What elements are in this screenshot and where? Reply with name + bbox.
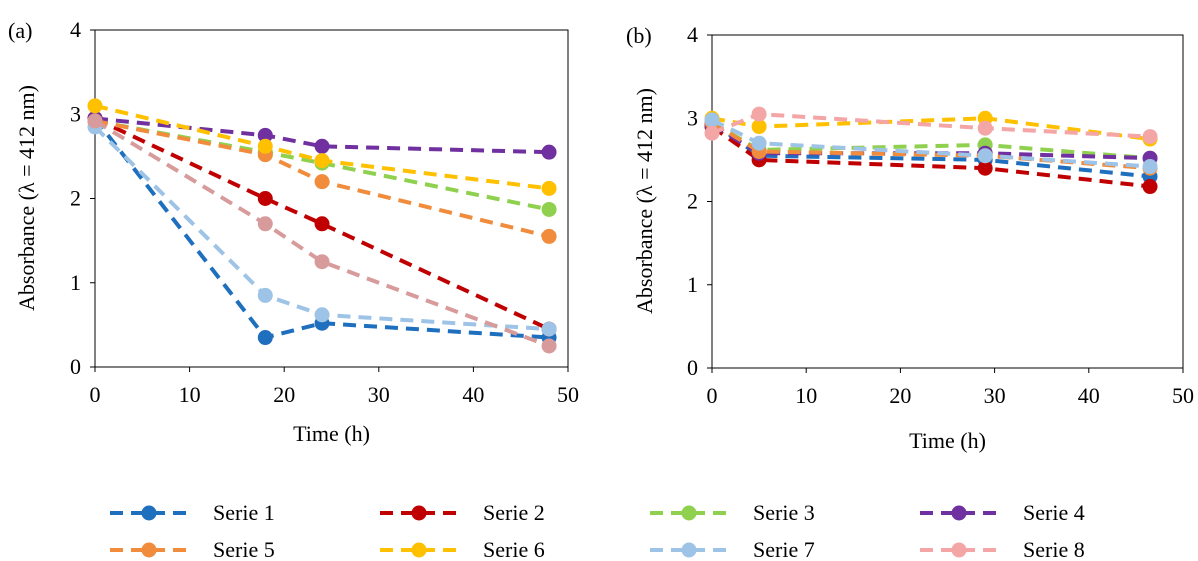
plot-frame	[712, 35, 1183, 368]
legend-swatch-marker	[142, 506, 157, 521]
legend-item-6: Serie 6	[380, 537, 545, 561]
y-tick-label: 0	[70, 354, 81, 379]
data-point	[542, 322, 557, 337]
data-point	[542, 338, 557, 353]
legend: Serie 1 Serie 2 Serie 3 Serie 4 Serie 5 Serie…	[110, 500, 1085, 561]
data-point	[542, 202, 557, 217]
legend-label: Serie 8	[1023, 537, 1085, 561]
x-axis-title: Time (h)	[293, 421, 370, 446]
y-tick-label: 2	[70, 186, 81, 211]
y-tick-label: 1	[70, 270, 81, 295]
data-point	[315, 153, 330, 168]
legend-swatch-marker	[952, 543, 967, 558]
data-point	[542, 229, 557, 244]
data-point	[258, 330, 273, 345]
data-point	[705, 112, 720, 127]
data-point	[88, 98, 103, 113]
y-tick-label: 1	[687, 272, 698, 297]
chart-a: 0 10 20 30 40 50 0 1 2 3 4 Time (h) Absorbance (λ = …	[8, 17, 579, 446]
x-tick-label: 20	[273, 382, 295, 407]
data-point	[1143, 129, 1158, 144]
x-tick-label: 30	[984, 383, 1006, 408]
legend-label: Serie 2	[483, 500, 545, 525]
data-point	[315, 174, 330, 189]
legend-label: Serie 5	[213, 537, 275, 561]
y-tick-label: 4	[687, 22, 698, 47]
legend-label: Serie 4	[1023, 500, 1085, 525]
series-line	[712, 118, 1150, 139]
data-point	[1143, 159, 1158, 174]
x-tick-label: 30	[368, 382, 390, 407]
data-point	[258, 139, 273, 154]
legend-label: Serie 3	[753, 500, 815, 525]
data-point	[258, 288, 273, 303]
x-axis-title: Time (h)	[909, 428, 986, 453]
data-point	[315, 139, 330, 154]
x-tick-label: 50	[1172, 383, 1194, 408]
chart-b: 0 10 20 30 40 50 0 1 2 3 4 Time (h) Absorbance (λ = …	[626, 22, 1194, 453]
legend-swatch-marker	[412, 506, 427, 521]
legend-item-1: Serie 1	[110, 500, 275, 525]
data-point	[258, 216, 273, 231]
data-point	[978, 148, 993, 163]
data-point	[88, 113, 103, 128]
y-tick-label: 2	[687, 189, 698, 214]
x-tick-label: 0	[707, 383, 718, 408]
data-point	[752, 136, 767, 151]
x-tick-label: 20	[889, 383, 911, 408]
legend-swatch-marker	[142, 543, 157, 558]
x-tick-label: 50	[557, 382, 579, 407]
y-axis-title: Absorbance (λ = 412 nm)	[14, 85, 39, 311]
legend-label: Serie 7	[753, 537, 815, 561]
legend-item-5: Serie 5	[110, 537, 275, 561]
series-8	[705, 107, 1158, 144]
y-tick-label: 4	[70, 17, 81, 42]
data-point	[1143, 179, 1158, 194]
x-tick-label: 40	[462, 382, 484, 407]
data-point	[978, 121, 993, 136]
data-point	[258, 191, 273, 206]
y-axis-title: Absorbance (λ = 412 nm)	[632, 88, 657, 314]
legend-swatch-marker	[682, 543, 697, 558]
legend-item-3: Serie 3	[650, 500, 815, 525]
panel-label: (a)	[8, 18, 32, 43]
legend-item-4: Serie 4	[920, 500, 1085, 525]
y-tick-label: 3	[70, 101, 81, 126]
legend-label: Serie 6	[483, 537, 545, 561]
data-point	[542, 181, 557, 196]
data-point	[542, 145, 557, 160]
data-point	[705, 126, 720, 141]
data-point	[752, 107, 767, 122]
legend-item-7: Serie 7	[650, 537, 815, 561]
x-tick-label: 10	[179, 382, 201, 407]
legend-swatch-marker	[952, 506, 967, 521]
data-point	[315, 307, 330, 322]
legend-item-2: Serie 2	[380, 500, 545, 525]
legend-swatch-marker	[682, 506, 697, 521]
panel-label: (b)	[626, 23, 652, 48]
y-tick-label: 0	[687, 355, 698, 380]
legend-swatch-marker	[412, 543, 427, 558]
legend-item-8: Serie 8	[920, 537, 1085, 561]
y-tick-label: 3	[687, 105, 698, 130]
legend-label: Serie 1	[213, 500, 275, 525]
x-tick-label: 40	[1078, 383, 1100, 408]
x-tick-label: 10	[795, 383, 817, 408]
data-point	[315, 254, 330, 269]
x-tick-label: 0	[90, 382, 101, 407]
data-point	[315, 216, 330, 231]
